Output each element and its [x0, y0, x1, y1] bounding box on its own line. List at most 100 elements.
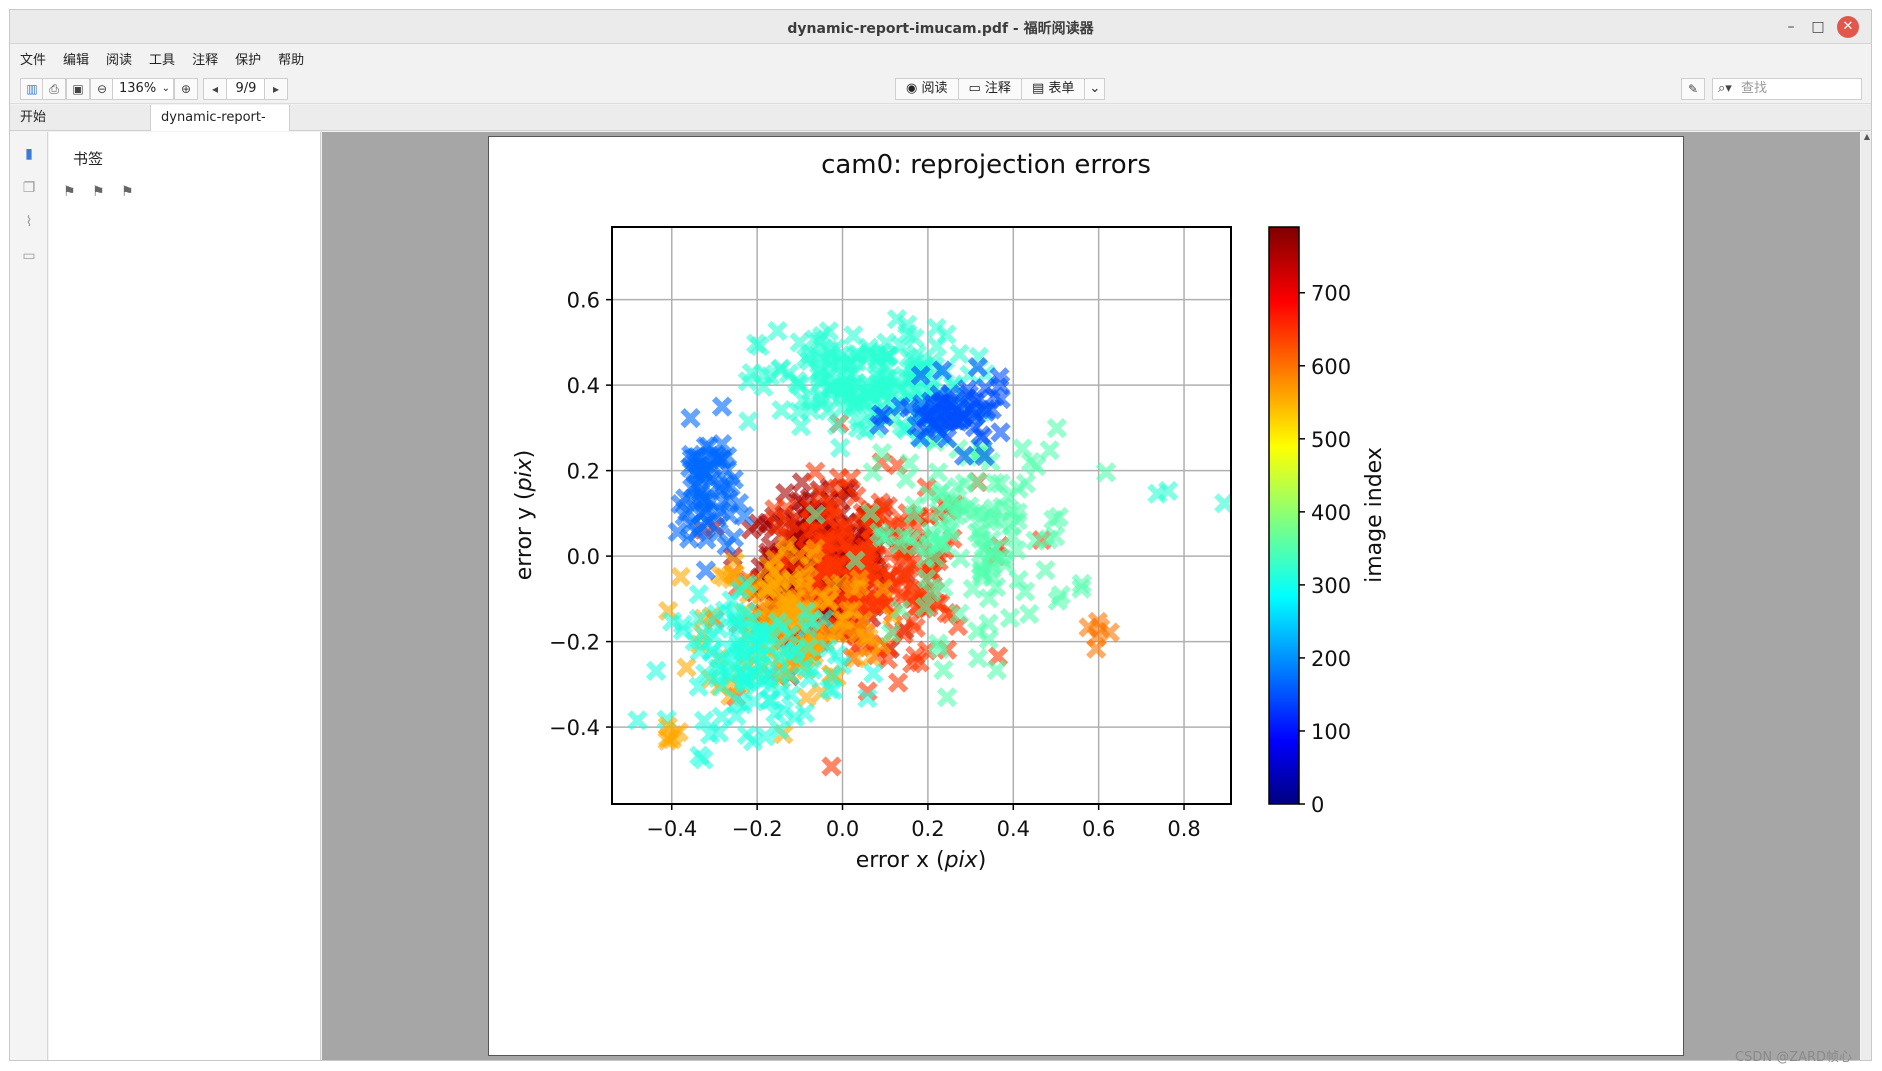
- data-point: [693, 749, 714, 770]
- data-point: [920, 391, 942, 412]
- data-point: [1214, 493, 1231, 514]
- data-point: [798, 522, 819, 543]
- data-point: [891, 551, 912, 572]
- zoom-in-icon[interactable]: ⊕: [174, 78, 198, 100]
- data-point: [953, 445, 975, 466]
- comments-icon[interactable]: ▭: [22, 248, 36, 264]
- x-tick-label: 0.0: [826, 817, 859, 841]
- data-point: [858, 345, 879, 366]
- close-window-button[interactable]: ✕: [1837, 16, 1859, 38]
- x-axis-label-main: error x (: [856, 848, 945, 873]
- data-point: [672, 614, 694, 635]
- zoom-select[interactable]: 136% ⌄: [112, 78, 174, 100]
- data-point: [910, 427, 931, 448]
- data-point: [905, 381, 926, 402]
- form-mode-button[interactable]: ▤ 表单: [1022, 79, 1086, 99]
- menu-tools[interactable]: 工具: [149, 53, 176, 68]
- data-point: [828, 467, 850, 488]
- data-point: [819, 590, 840, 612]
- data-point: [724, 607, 746, 629]
- delete-bookmark-icon[interactable]: ⚑: [92, 184, 105, 200]
- data-point: [772, 616, 793, 638]
- data-point: [730, 618, 752, 639]
- data-point: [769, 663, 790, 684]
- data-point: [798, 556, 820, 577]
- save-icon[interactable]: ▣: [66, 78, 90, 100]
- menu-read[interactable]: 阅读: [106, 53, 133, 68]
- menu-annotate[interactable]: 注释: [192, 53, 219, 68]
- data-point: [821, 574, 842, 596]
- maximize-button[interactable]: □: [1811, 19, 1825, 35]
- search-placeholder: 查找: [1741, 81, 1768, 96]
- y-axis-label-close: ): [512, 450, 537, 459]
- menu-help[interactable]: 帮助: [278, 53, 305, 68]
- attachment-icon[interactable]: ⌇: [25, 214, 33, 230]
- colorbar-tick-label: 700: [1311, 282, 1351, 306]
- data-point: [693, 710, 715, 731]
- data-point: [854, 420, 876, 441]
- colorbar-tick-label: 600: [1311, 355, 1351, 379]
- mode-dropdown[interactable]: ⌄: [1085, 79, 1104, 99]
- data-point: [990, 473, 1011, 494]
- colorbar-label: image index: [1362, 447, 1387, 583]
- scroll-up-icon[interactable]: ▲: [1863, 132, 1871, 141]
- search-input[interactable]: ⌕▾ 查找: [1712, 78, 1862, 100]
- data-point: [756, 624, 777, 645]
- data-point: [962, 408, 983, 429]
- data-point: [1071, 578, 1092, 599]
- add-bookmark-icon[interactable]: ⚑: [63, 184, 76, 200]
- sidebar-toggle-icon[interactable]: ▥: [20, 78, 44, 100]
- vertical-scrollbar[interactable]: ▲: [1861, 132, 1871, 1060]
- data-point: [926, 336, 948, 357]
- data-point: [805, 461, 826, 482]
- print-icon[interactable]: ⎙: [42, 78, 66, 100]
- toolbar: ▥ ⎙ ▣ ⊖ 136% ⌄ ⊕ ◂ 9/9 ▸ ◉ 阅读 ▭ 注释 ▤ 表单 ⌄…: [10, 70, 1871, 104]
- data-point: [1001, 515, 1022, 537]
- minimize-button[interactable]: –: [1787, 19, 1795, 35]
- zoom-out-icon[interactable]: ⊖: [90, 78, 114, 100]
- bookmark-options-icon[interactable]: ⚑: [121, 184, 134, 200]
- data-point: [676, 657, 697, 678]
- bookmark-icon[interactable]: ▮: [25, 146, 33, 162]
- data-point: [716, 535, 737, 556]
- data-point: [846, 486, 867, 507]
- tab-document[interactable]: dynamic-report-im…✕: [150, 105, 290, 151]
- x-tick-label: 0.4: [997, 817, 1030, 841]
- data-point: [727, 691, 749, 712]
- data-point: [949, 603, 970, 624]
- tab-start[interactable]: 开始: [10, 105, 150, 131]
- data-point: [927, 462, 949, 483]
- pen-icon[interactable]: ✎: [1681, 78, 1705, 100]
- data-point: [826, 415, 847, 436]
- data-point: [880, 623, 902, 644]
- data-point: [870, 404, 892, 425]
- zoom-value: 136%: [119, 81, 157, 96]
- data-point: [711, 449, 733, 470]
- data-point: [790, 416, 812, 437]
- y-tick-label: −0.2: [549, 631, 600, 655]
- data-point: [818, 496, 840, 517]
- document-viewer[interactable]: cam0: reprojection errors −0.4 −0.2 0.0 0.2…: [322, 132, 1860, 1060]
- prev-page-icon[interactable]: ◂: [203, 78, 227, 100]
- menu-edit[interactable]: 编辑: [63, 53, 90, 68]
- watermark: CSDN @ZARD帧心: [1735, 1050, 1853, 1065]
- next-page-icon[interactable]: ▸: [264, 78, 288, 100]
- menu-protect[interactable]: 保护: [235, 53, 262, 68]
- data-point: [751, 625, 772, 646]
- colorbar-tick-label: 500: [1311, 428, 1351, 452]
- y-axis-label-main: error y (: [512, 491, 537, 580]
- pages-icon[interactable]: ❐: [22, 180, 36, 196]
- menu-file[interactable]: 文件: [20, 53, 47, 68]
- data-point: [974, 446, 995, 467]
- annotate-mode-button[interactable]: ▭ 注释: [959, 79, 1022, 99]
- data-point: [899, 453, 920, 474]
- data-point: [771, 399, 792, 421]
- data-point: [778, 363, 800, 384]
- read-mode-button[interactable]: ◉ 阅读: [896, 79, 959, 99]
- x-ticks: −0.4 −0.2 0.0 0.2 0.4 0.6 0.8: [646, 804, 1201, 841]
- data-point: [845, 648, 867, 669]
- data-point: [1025, 530, 1046, 551]
- form-mode-label: 表单: [1048, 81, 1075, 96]
- data-point: [971, 528, 992, 549]
- page-number-field[interactable]: 9/9: [226, 78, 266, 100]
